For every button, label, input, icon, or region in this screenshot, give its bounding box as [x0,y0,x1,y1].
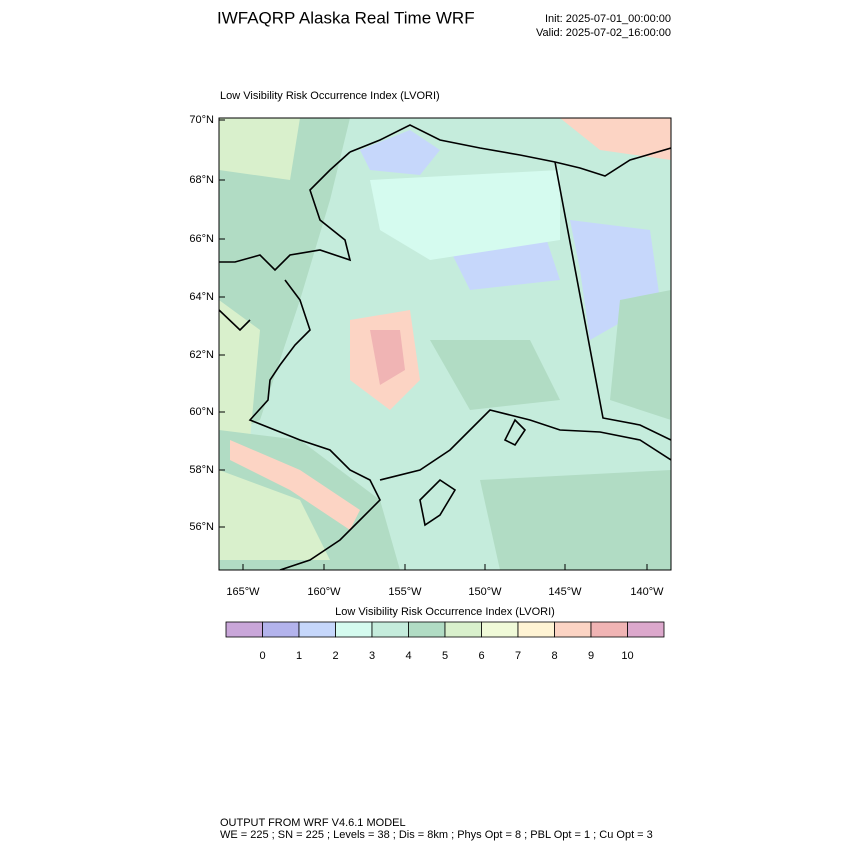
colorbar-label: 3 [369,650,375,662]
init-time: Init: 2025-07-01_00:00:00 [545,13,671,25]
coastline [219,124,671,570]
lon-label: 140°W [630,586,664,598]
colorbar-box [408,621,446,638]
lon-label: 165°W [226,586,260,598]
lat-label: 60°N [189,406,214,418]
map-title: Low Visibility Risk Occurrence Index (LV… [220,90,440,102]
lat-label: 70°N [189,114,214,126]
map-field [219,118,671,570]
colorbar-label: 6 [478,650,484,662]
colorbar-label: 4 [405,650,411,662]
colorbar-box [517,621,555,638]
colorbar-box [298,621,336,638]
colorbar-box [590,621,628,638]
lat-label: 58°N [189,464,214,476]
colorbar: Low Visibility Risk Occurrence Index (LV… [335,606,555,618]
colorbar-label: 7 [515,650,521,662]
page-title: IWFAQRP Alaska Real Time WRF [217,8,475,27]
colorbar-label: 1 [296,650,302,662]
colorbar-label: 9 [588,650,594,662]
lat-label: 56°N [189,521,214,533]
colorbar-box [481,621,519,638]
lon-label: 150°W [468,586,502,598]
lat-label: 64°N [189,291,214,303]
valid-time: Valid: 2025-07-02_16:00:00 [536,27,671,39]
colorbar-label: 10 [621,650,633,662]
lat-label: 68°N [189,174,214,186]
lat-label: 66°N [189,233,214,245]
lat-label: 62°N [189,349,214,361]
colorbar-box [627,621,665,638]
colorbar-title: Low Visibility Risk Occurrence Index (LV… [335,606,555,618]
footer-line: WE = 225 ; SN = 225 ; Levels = 38 ; Dis … [220,829,653,841]
colorbar-box [371,621,409,638]
colorbar-label: 5 [442,650,448,662]
lon-label: 160°W [307,586,341,598]
colorbar-box [554,621,592,638]
lon-label: 155°W [388,586,422,598]
colorbar-box [262,621,300,638]
lon-label: 145°W [548,586,582,598]
colorbar-box [335,621,373,638]
colorbar-label: 0 [259,650,265,662]
colorbar-box [444,621,482,638]
colorbar-label: 8 [551,650,557,662]
colorbar-box [225,621,263,638]
footer-line: OUTPUT FROM WRF V4.6.1 MODEL [220,817,406,829]
colorbar-label: 2 [332,650,338,662]
map-frame [218,117,672,571]
